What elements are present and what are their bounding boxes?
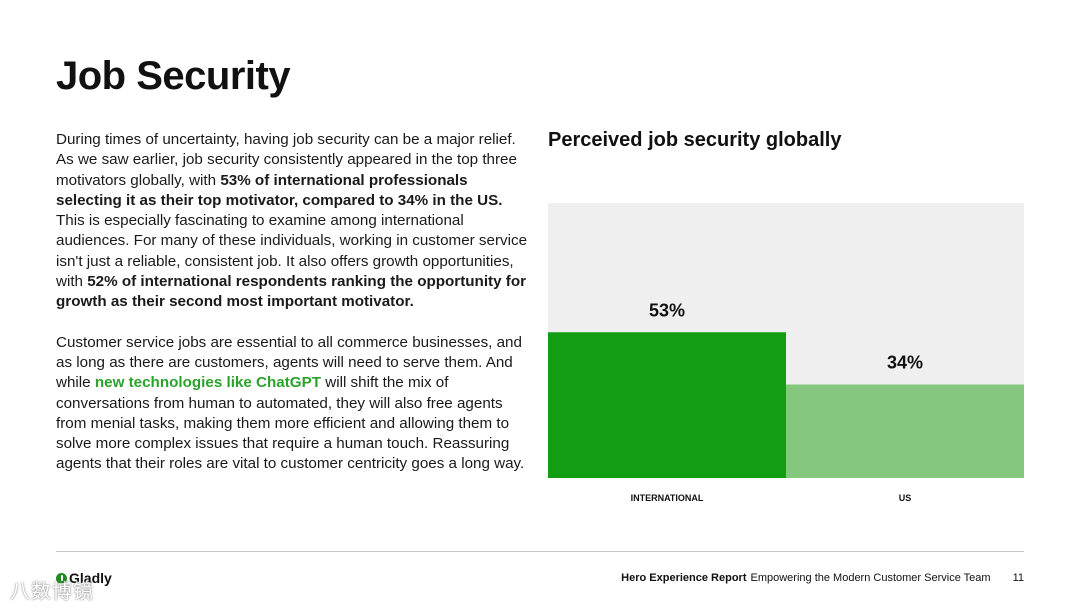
watermark: 八数博镜 [10, 581, 94, 603]
bar-international [548, 332, 786, 478]
gladly-logo: Gladly [56, 570, 112, 586]
report-title: Hero Experience Report [621, 572, 747, 584]
page-number: 11 [1012, 572, 1024, 584]
paragraph-intro-highlight: 53% of international professionals selec… [56, 171, 503, 209]
paragraph-outlook: Customer service jobs are essential to a… [56, 333, 528, 475]
chart-title: Perceived job security globally [548, 129, 842, 151]
footer-divider [56, 551, 1024, 552]
footer-report-info: Hero Experience Report Empowering the Mo… [621, 572, 1024, 584]
paragraph-outlook-start: Customer service jobs are essential to a… [56, 333, 522, 392]
job-security-bar-chart: 53% 34% INTERNATIONAL US [548, 203, 1024, 503]
page-title: Job Security [56, 54, 291, 98]
paragraph-outlook-end: will shift the mix of conversations from… [56, 374, 525, 473]
paragraph-intro-text: This is especially fascinating to examin… [56, 212, 528, 291]
body-text: During times of uncertainty, having job … [56, 130, 528, 475]
chatgpt-link[interactable]: new technologies like ChatGPT [94, 374, 322, 392]
value-label-us: 34% [887, 353, 923, 373]
gladly-logo-icon [56, 572, 67, 584]
value-label-international: 53% [649, 300, 685, 320]
bar-us [786, 384, 1024, 478]
paragraph-intro-text: During times of uncertainty, having job … [56, 131, 517, 189]
report-subtitle: Empowering the Modern Customer Service T… [750, 572, 991, 584]
paragraph-intro-highlight: 52% of international respondents ranking… [56, 273, 527, 311]
gladly-logo-text: Gladly [69, 570, 112, 586]
category-label-us: US [899, 493, 912, 503]
category-label-international: INTERNATIONAL [631, 493, 704, 503]
paragraph-intro: During times of uncertainty, having job … [56, 130, 528, 313]
